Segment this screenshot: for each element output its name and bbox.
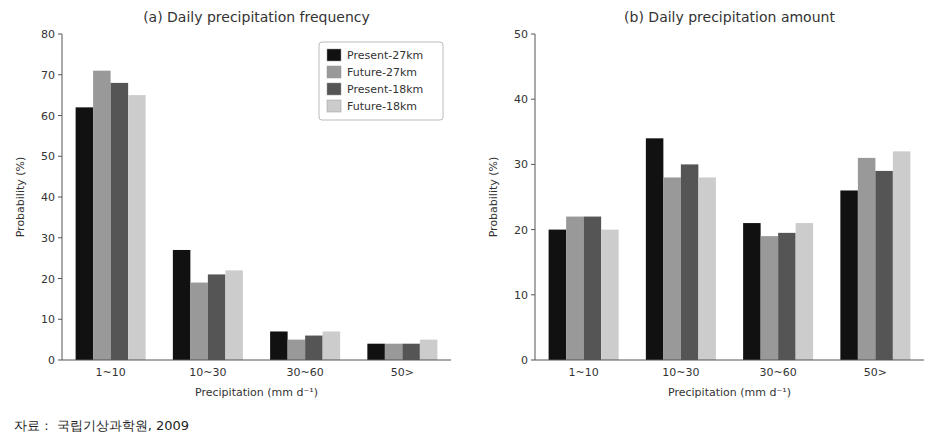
y-tick: [531, 229, 535, 230]
legend-swatch: [327, 83, 341, 95]
bar: [549, 230, 567, 360]
bar: [893, 151, 911, 360]
y-tick-label: 20: [514, 224, 528, 237]
y-tick-label: 40: [41, 191, 55, 204]
y-tick-label: 30: [41, 232, 55, 245]
bars: [549, 138, 911, 360]
bar: [305, 336, 323, 360]
bar: [566, 217, 584, 360]
y-tick-label: 70: [41, 69, 55, 82]
legend-label: Present-27km: [347, 49, 423, 62]
bar: [840, 190, 858, 360]
y-tick-label: 30: [514, 158, 528, 171]
y-tick-label: 0: [521, 354, 528, 367]
bar: [584, 217, 602, 360]
bar: [601, 230, 619, 360]
y-axis: [535, 34, 536, 360]
bar: [698, 177, 716, 360]
y-tick: [58, 360, 62, 361]
legend-swatch: [327, 66, 341, 78]
legend-label: Future-18km: [347, 100, 417, 113]
x-tick-label: 10~30: [189, 366, 226, 379]
x-axis-label: Precipitation (mm d⁻¹): [668, 386, 791, 399]
x-tick-label: 30~60: [760, 366, 797, 379]
x-tick-label: 30~60: [287, 366, 324, 379]
bar: [385, 344, 403, 360]
bar: [646, 138, 664, 360]
bar: [190, 283, 208, 360]
title: (a) Daily precipitation frequency: [143, 9, 370, 25]
y-tick: [58, 319, 62, 320]
y-tick-label: 40: [514, 93, 528, 106]
bar: [743, 223, 761, 360]
y-axis: [62, 34, 63, 360]
legend: Present-27km Future-27km Present-18km Futur…: [319, 42, 443, 120]
x-tick-label: 1~10: [96, 366, 126, 379]
x-tick-label: 1~10: [569, 366, 599, 379]
x-tick-label: 50>: [864, 366, 887, 379]
legend-swatch: [327, 49, 341, 61]
y-axis-label: Probability (%): [487, 157, 500, 238]
bar: [420, 340, 438, 360]
y-tick: [531, 99, 535, 100]
bar: [76, 107, 94, 360]
x-tick-label: 10~30: [662, 366, 699, 379]
bar: [128, 95, 146, 360]
y-tick-label: 20: [41, 273, 55, 286]
bar: [663, 177, 681, 360]
y-tick-label: 60: [41, 110, 55, 123]
y-tick: [58, 278, 62, 279]
bar: [93, 71, 111, 360]
bar: [323, 331, 341, 360]
y-tick: [531, 34, 535, 35]
bar: [778, 233, 796, 360]
bar: [111, 83, 129, 360]
x-axis: [62, 360, 451, 361]
panel: 0 10 20 30 40 50 1~10 10~30 30~60 50> (b) Daily pr…: [487, 9, 924, 399]
y-tick-label: 50: [41, 150, 55, 163]
bar: [681, 164, 699, 360]
bar: [875, 171, 893, 360]
y-tick: [58, 237, 62, 238]
legend-label: Future-27km: [347, 66, 417, 79]
bar: [225, 270, 243, 360]
annotation: 자료 : 국립기상과학원, 2009: [14, 418, 189, 433]
chart-root: 0 10 20 30 40 50 60 70 80 1~10 10~30 30~60 50> (a) Da…: [0, 0, 946, 442]
bar: [367, 344, 385, 360]
x-axis: [535, 360, 924, 361]
bar: [402, 344, 420, 360]
x-axis-label: Precipitation (mm d⁻¹): [195, 386, 318, 399]
legend-label: Present-18km: [347, 83, 423, 96]
y-tick: [58, 34, 62, 35]
y-tick-label: 0: [48, 354, 55, 367]
y-tick: [58, 197, 62, 198]
title: (b) Daily precipitation amount: [624, 9, 835, 25]
bar: [858, 158, 876, 360]
legend-swatch: [327, 100, 341, 112]
x-tick-label: 50>: [391, 366, 414, 379]
y-tick: [58, 156, 62, 157]
y-axis-label: Probability (%): [14, 157, 27, 238]
y-tick-label: 10: [41, 313, 55, 326]
y-tick-label: 80: [41, 28, 55, 41]
bar: [288, 340, 306, 360]
y-tick: [58, 115, 62, 116]
bar: [796, 223, 814, 360]
y-tick: [531, 164, 535, 165]
bar: [761, 236, 779, 360]
legend-box: [319, 42, 443, 120]
bar: [173, 250, 191, 360]
y-tick-label: 50: [514, 28, 528, 41]
y-tick: [531, 360, 535, 361]
y-tick-label: 10: [514, 289, 528, 302]
y-tick: [531, 294, 535, 295]
panel: 0 10 20 30 40 50 60 70 80 1~10 10~30 30~60 50> (a) Da…: [14, 9, 451, 399]
bar: [208, 274, 226, 360]
y-tick: [58, 74, 62, 75]
bar: [270, 331, 288, 360]
